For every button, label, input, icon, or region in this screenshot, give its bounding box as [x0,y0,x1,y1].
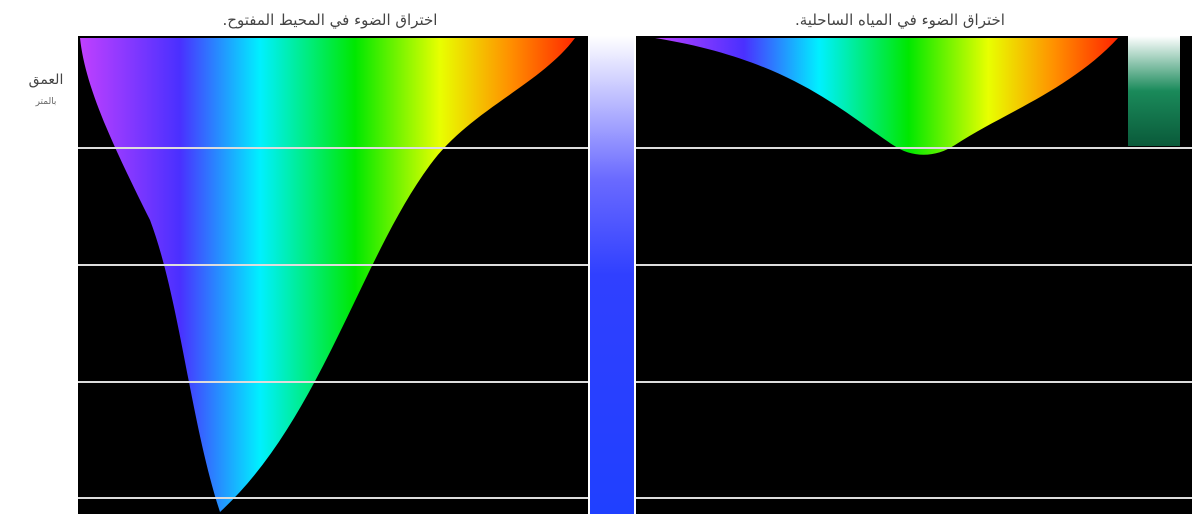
axis-unit: بالمتر [35,97,57,107]
light-penetration-coastal [655,38,1118,155]
depth-lines [78,147,1192,499]
blue-column [590,36,634,514]
panel-title: اختراق الضوء في المحيط المفتوح. [223,11,438,30]
green-column [1128,36,1180,146]
panel-title: اختراق الضوء في المياه الساحلية. [795,11,1005,30]
axis-label: العمق [29,72,64,88]
light-penetration-open [80,38,575,512]
